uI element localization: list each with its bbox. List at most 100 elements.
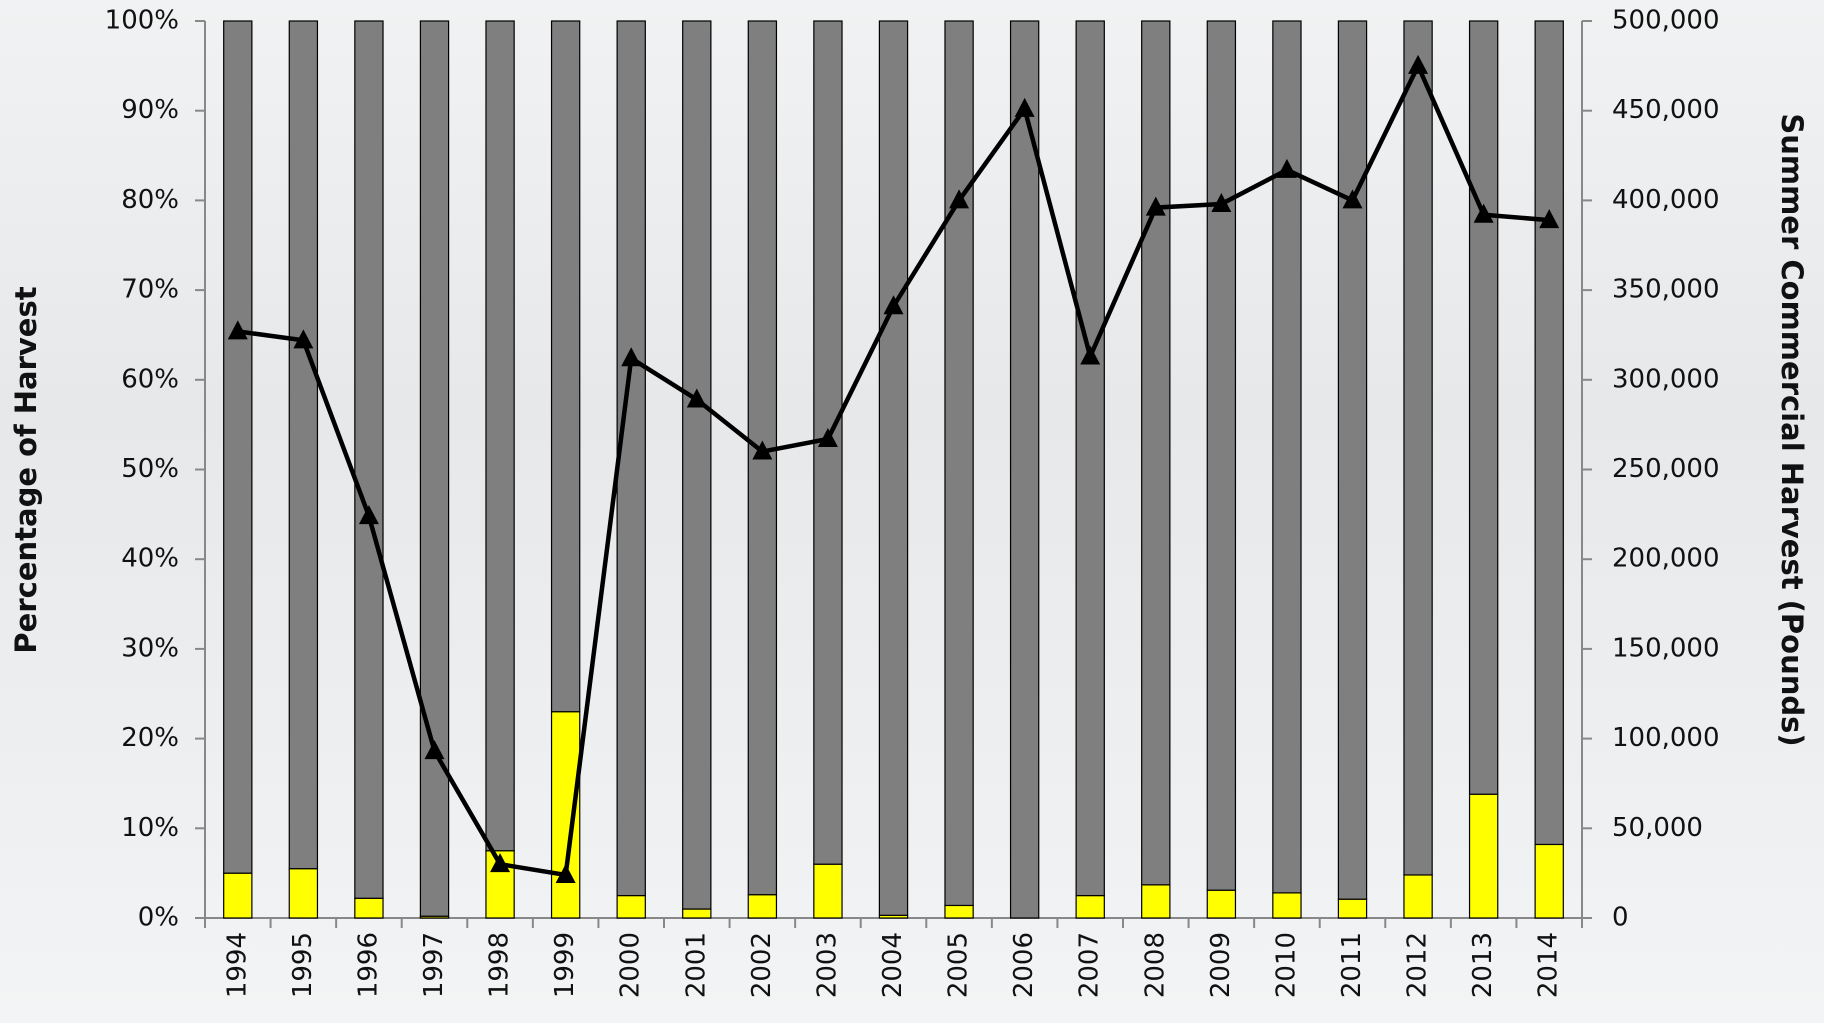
y-tick-label: 70% — [121, 275, 179, 305]
bar-segment — [223, 20, 253, 874]
x-tick-label: 2014 — [1534, 932, 1564, 998]
y-axis-title: Percentage of Harvest — [9, 286, 43, 653]
y-tick-label: 0% — [138, 903, 179, 933]
x-tick-label: 2011 — [1337, 932, 1367, 998]
line-marker — [883, 295, 904, 315]
x-tick-label: 2000 — [616, 932, 646, 998]
y2-tick-label: 50,000 — [1612, 813, 1703, 843]
line-marker — [621, 347, 642, 367]
y2-tick-label: 500,000 — [1612, 6, 1720, 36]
bar-segment — [682, 20, 712, 910]
bar-segment — [878, 20, 909, 916]
x-tick-label: 1997 — [419, 932, 449, 998]
line-marker — [1473, 203, 1494, 223]
line-marker — [490, 853, 511, 873]
line-marker — [752, 440, 773, 460]
x-tick-label: 2012 — [1403, 932, 1433, 998]
y2-tick-label: 250,000 — [1612, 454, 1720, 484]
bar-segment — [1534, 20, 1564, 846]
line-marker — [1014, 97, 1035, 117]
line-marker — [1211, 192, 1232, 212]
line-marker — [293, 329, 314, 349]
bar-segment — [1206, 20, 1237, 891]
bar-segment — [354, 897, 384, 919]
line-marker — [1342, 189, 1363, 209]
y2-tick-label: 350,000 — [1612, 275, 1720, 305]
bar-segment — [1272, 892, 1302, 919]
line-marker — [1276, 158, 1297, 178]
x-tick-label: 1998 — [485, 932, 515, 998]
bar-segment — [1075, 20, 1105, 897]
line-marker — [686, 388, 707, 408]
bar-segment — [485, 20, 515, 852]
line-marker — [1539, 209, 1560, 229]
bar-segment — [1468, 20, 1499, 795]
x-tick-label: 2001 — [681, 932, 711, 998]
y2-tick-label: 400,000 — [1612, 185, 1720, 215]
line-marker — [1408, 54, 1429, 74]
y-tick-label: 60% — [121, 364, 179, 394]
y-tick-label: 20% — [121, 723, 179, 753]
y-tick-label: 80% — [121, 185, 179, 215]
y2-tick-label: 0 — [1612, 903, 1629, 933]
x-tick-label: 2003 — [812, 932, 842, 998]
bar-segment — [944, 904, 974, 919]
line-marker — [227, 320, 248, 340]
y-tick-label: 90% — [121, 95, 179, 125]
bar-segment — [1403, 20, 1433, 876]
y2-tick-label: 450,000 — [1612, 95, 1720, 125]
bar-segment — [1337, 20, 1368, 900]
y-tick-label: 40% — [121, 544, 179, 574]
x-tick-label: 2005 — [944, 932, 974, 998]
bar-segment — [1403, 874, 1433, 919]
bar-segment — [813, 863, 843, 919]
bar-segment — [419, 20, 450, 917]
bar-segment — [1272, 20, 1302, 894]
line-marker — [817, 428, 838, 448]
y-tick-label: 100% — [105, 6, 179, 36]
bar-segment — [1534, 843, 1564, 919]
line-marker — [1080, 345, 1101, 365]
line-marker — [555, 863, 576, 883]
bar-segment — [550, 20, 581, 713]
bar-segment — [1206, 889, 1237, 919]
bar-segment — [616, 20, 646, 897]
y-tick-label: 30% — [121, 633, 179, 663]
x-tick-label: 1999 — [550, 932, 580, 998]
bar-segment — [288, 20, 319, 870]
x-tick-label: 2007 — [1075, 932, 1105, 998]
y2-axis-title: Summer Commercial Harvest (Pounds) — [1775, 113, 1809, 746]
line-marker — [1145, 196, 1166, 216]
line-marker — [424, 740, 445, 760]
bar-segment — [354, 20, 384, 899]
x-tick-label: 2006 — [1009, 932, 1039, 998]
y2-tick-label: 100,000 — [1612, 723, 1720, 753]
bar-segment — [1337, 898, 1368, 919]
bar-segment — [288, 868, 319, 919]
bar-segment — [944, 20, 974, 907]
line-marker — [358, 505, 379, 525]
bar-segment — [1141, 20, 1171, 886]
y2-tick-label: 150,000 — [1612, 633, 1720, 663]
x-tick-label: 1996 — [353, 932, 383, 998]
bar-segment — [616, 894, 646, 919]
bar-segment — [1141, 884, 1171, 919]
y-tick-label: 10% — [121, 813, 179, 843]
x-tick-label: 1995 — [288, 932, 318, 998]
x-tick-label: 2002 — [747, 932, 777, 998]
y2-tick-label: 200,000 — [1612, 544, 1720, 574]
x-tick-label: 2013 — [1468, 932, 1498, 998]
bar-segment — [747, 894, 778, 919]
x-tick-label: 1994 — [222, 932, 252, 998]
x-tick-label: 2009 — [1206, 932, 1236, 998]
bar-segment — [1009, 20, 1040, 919]
x-tick-label: 2008 — [1140, 932, 1170, 998]
y2-tick-label: 300,000 — [1612, 364, 1720, 394]
line-marker — [949, 189, 970, 209]
x-tick-label: 2010 — [1271, 932, 1301, 998]
bar-segment — [1075, 894, 1105, 919]
bar-segment — [223, 872, 253, 919]
bar-segment — [682, 908, 712, 919]
